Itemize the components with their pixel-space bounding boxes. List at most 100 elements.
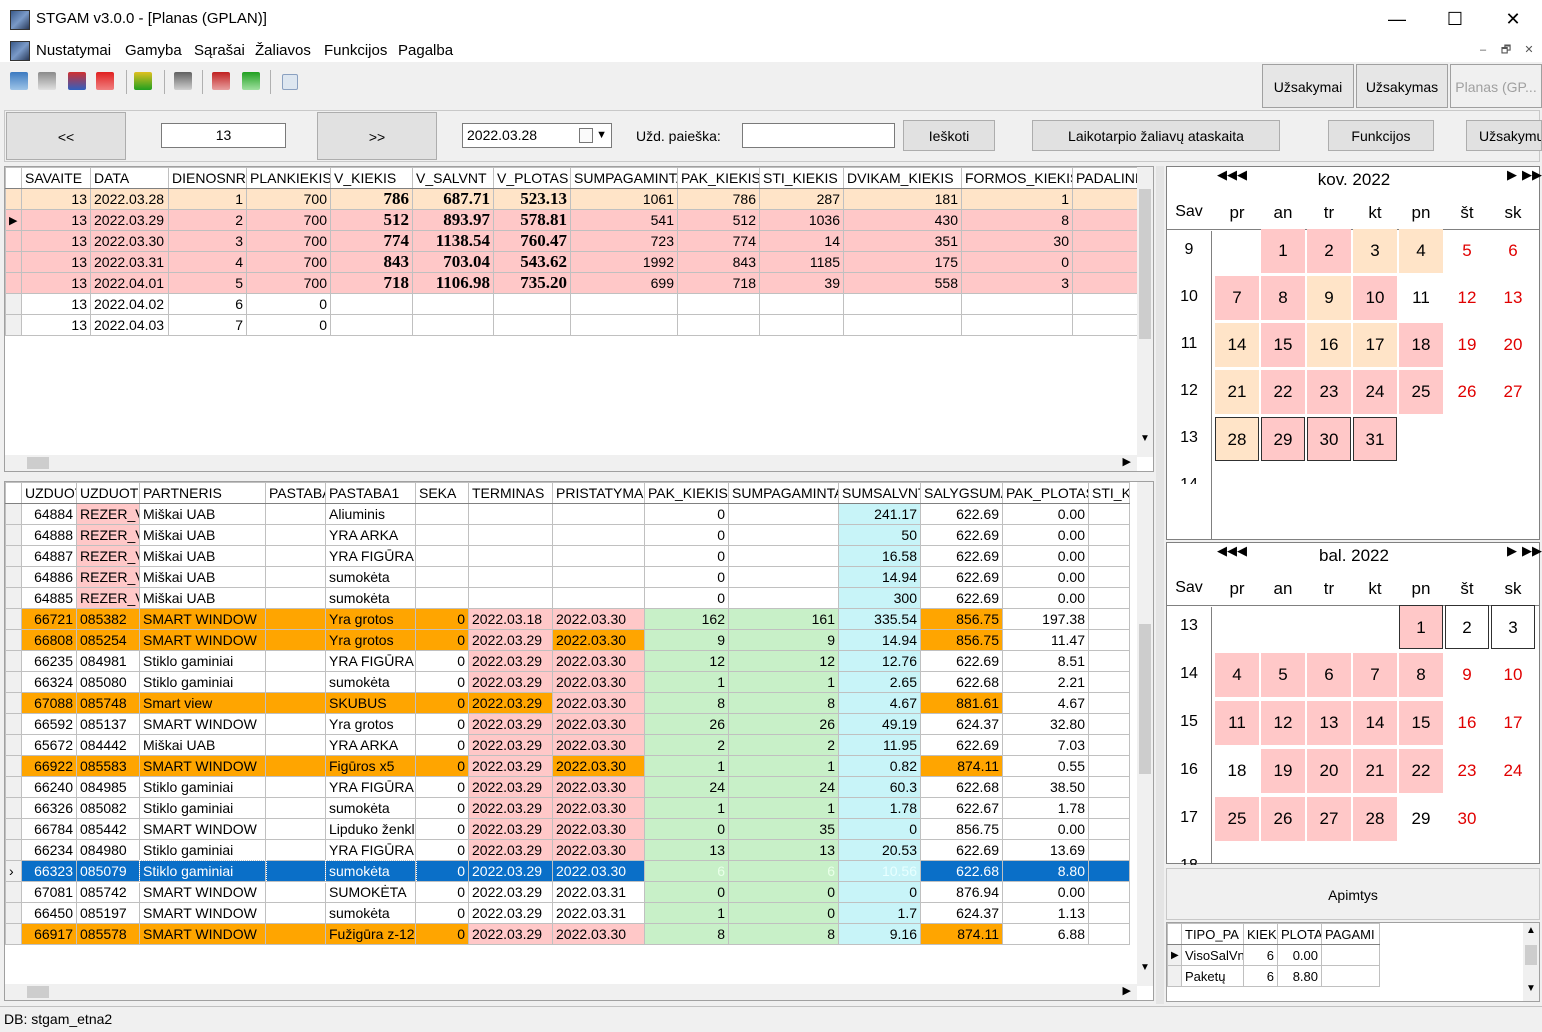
table-cell[interactable]: 6.88 bbox=[1002, 923, 1089, 945]
table-cell[interactable]: Stiklo gaminiai bbox=[139, 650, 266, 672]
column-header[interactable]: PLANKIEKIS bbox=[246, 167, 331, 189]
table-cell[interactable]: 0 bbox=[415, 839, 469, 861]
table-cell[interactable]: 1992 bbox=[570, 251, 678, 273]
table-cell[interactable]: 4.67 bbox=[838, 692, 921, 714]
table-cell[interactable]: SMART WINDOW bbox=[139, 902, 266, 924]
table-cell[interactable] bbox=[1088, 545, 1130, 567]
column-header[interactable]: KIEKI bbox=[1243, 923, 1278, 945]
table-cell[interactable]: Stiklo gaminiai bbox=[139, 776, 266, 798]
table-cell[interactable]: 543.62 bbox=[493, 251, 571, 273]
row-indicator[interactable] bbox=[1167, 965, 1182, 987]
calendar-day[interactable]: 18 bbox=[1227, 761, 1247, 780]
scroll-down-icon[interactable]: ▼ bbox=[1140, 433, 1150, 444]
table-cell[interactable]: 0 bbox=[415, 629, 469, 651]
table-row[interactable]: 67088 085748 Smart view SKUBUS 0 2022.03.29 20… bbox=[5, 692, 1130, 714]
table-cell[interactable] bbox=[265, 629, 326, 651]
table-cell[interactable]: 622.68 bbox=[920, 776, 1003, 798]
table-cell[interactable] bbox=[1321, 944, 1380, 966]
table-cell[interactable]: 622.69 bbox=[920, 503, 1003, 525]
table-cell[interactable]: 8.80 bbox=[1002, 860, 1089, 882]
table-cell[interactable]: SMART WINDOW bbox=[139, 713, 266, 735]
table-cell[interactable]: 0 bbox=[728, 881, 839, 903]
table-cell[interactable]: 2022.03.29 bbox=[468, 671, 553, 693]
row-indicator[interactable] bbox=[5, 818, 22, 840]
calendar-day[interactable]: 1 bbox=[1399, 605, 1443, 649]
table-cell[interactable]: 9.16 bbox=[838, 923, 921, 945]
tab-planas[interactable]: Planas (GP... bbox=[1450, 64, 1542, 108]
row-indicator[interactable] bbox=[5, 188, 22, 210]
table-cell[interactable] bbox=[1321, 965, 1380, 987]
table-cell[interactable] bbox=[1088, 776, 1130, 798]
table-cell[interactable]: 13 bbox=[644, 839, 729, 861]
row-indicator[interactable] bbox=[5, 650, 22, 672]
table-cell[interactable]: 084981 bbox=[76, 650, 140, 672]
table-cell[interactable]: 0 bbox=[246, 293, 331, 315]
table-cell[interactable]: 2022.03.30 bbox=[552, 713, 645, 735]
table-cell[interactable]: 6 bbox=[728, 860, 839, 882]
table-cell[interactable]: 66235 bbox=[21, 650, 77, 672]
table-cell[interactable] bbox=[1088, 566, 1130, 588]
table-row[interactable]: 64888 REZER_V Miškai UAB YRA ARKA 0 50 622.69 0… bbox=[5, 524, 1130, 546]
table-cell[interactable] bbox=[843, 293, 962, 315]
table-cell[interactable]: 8 bbox=[961, 209, 1073, 231]
row-indicator[interactable]: ▶ bbox=[5, 209, 22, 231]
table-cell[interactable]: 30 bbox=[961, 230, 1073, 252]
table-cell[interactable]: 20.53 bbox=[838, 839, 921, 861]
table-cell[interactable] bbox=[1088, 881, 1130, 903]
table-cell[interactable]: 351 bbox=[843, 230, 962, 252]
table-cell[interactable]: 2022.03.29 bbox=[468, 755, 553, 777]
tools-red-icon[interactable] bbox=[96, 72, 114, 90]
table-cell[interactable]: 7.03 bbox=[1002, 734, 1089, 756]
table-cell[interactable]: 2022.03.29 bbox=[468, 839, 553, 861]
table-cell[interactable]: 084980 bbox=[76, 839, 140, 861]
table-cell[interactable]: Stiklo gaminiai bbox=[139, 797, 266, 819]
table-cell[interactable]: 2.65 bbox=[838, 671, 921, 693]
table-cell[interactable]: 0 bbox=[415, 860, 469, 882]
table-cell[interactable]: 0.00 bbox=[1002, 566, 1089, 588]
table-cell[interactable]: 1 bbox=[644, 902, 729, 924]
table-cell[interactable] bbox=[570, 314, 678, 336]
table-cell[interactable]: 430 bbox=[843, 209, 962, 231]
table-cell[interactable]: 700 bbox=[246, 209, 331, 231]
table-cell[interactable]: YRA FIGŪRA bbox=[325, 839, 416, 861]
table-cell[interactable]: 66326 bbox=[21, 797, 77, 819]
table-cell[interactable]: Lipduko ženkli bbox=[325, 818, 416, 840]
table-cell[interactable]: 1 bbox=[728, 671, 839, 693]
table-cell[interactable]: 0 bbox=[961, 251, 1073, 273]
table-cell[interactable]: 0 bbox=[644, 524, 729, 546]
table-cell[interactable]: sumokėta bbox=[325, 566, 416, 588]
table-row[interactable]: 13 2022.04.02 6 0 bbox=[5, 293, 1150, 315]
table-cell[interactable]: 162 bbox=[644, 608, 729, 630]
table-cell[interactable] bbox=[728, 545, 839, 567]
table-cell[interactable]: 512 bbox=[677, 209, 760, 231]
calendar-day[interactable]: 28 bbox=[1353, 797, 1397, 841]
table-cell[interactable]: 558 bbox=[843, 272, 962, 294]
table-cell[interactable]: 8 bbox=[728, 692, 839, 714]
column-header[interactable]: V_SALVNT bbox=[412, 167, 494, 189]
calendar-day[interactable]: 5 bbox=[1261, 653, 1305, 697]
scroll-down-icon[interactable]: ▼ bbox=[1526, 983, 1536, 994]
table-cell[interactable]: 2022.03.31 bbox=[552, 902, 645, 924]
table-cell[interactable]: 13 bbox=[21, 272, 91, 294]
calendar-day[interactable]: 26 bbox=[1261, 797, 1305, 841]
table-cell[interactable] bbox=[552, 566, 645, 588]
scroll-down-icon[interactable]: ▼ bbox=[1140, 962, 1150, 973]
scroll-thumb[interactable] bbox=[1525, 945, 1537, 965]
calendar-day[interactable]: 7 bbox=[1215, 276, 1259, 320]
table-cell[interactable]: 2022.03.29 bbox=[468, 692, 553, 714]
table-cell[interactable]: 11.47 bbox=[1002, 629, 1089, 651]
table-cell[interactable] bbox=[1088, 608, 1130, 630]
tab-uzsakymai[interactable]: Užsakymai bbox=[1262, 64, 1354, 108]
menu-gamyba[interactable]: Gamyba bbox=[125, 42, 182, 59]
table-cell[interactable]: 14 bbox=[759, 230, 844, 252]
table-cell[interactable]: 2022.04.01 bbox=[90, 272, 169, 294]
table-cell[interactable]: 13 bbox=[21, 293, 91, 315]
table-cell[interactable]: 856.75 bbox=[920, 608, 1003, 630]
report-button[interactable]: Laikotarpio žaliavų ataskaita bbox=[1032, 120, 1280, 151]
table-cell[interactable]: REZER_V bbox=[76, 545, 140, 567]
table-cell[interactable]: 66240 bbox=[21, 776, 77, 798]
calendar-prev-year-icon[interactable]: ◀◀ bbox=[1217, 167, 1237, 182]
table-cell[interactable]: 622.69 bbox=[920, 587, 1003, 609]
table-cell[interactable] bbox=[265, 692, 326, 714]
table-cell[interactable] bbox=[415, 587, 469, 609]
